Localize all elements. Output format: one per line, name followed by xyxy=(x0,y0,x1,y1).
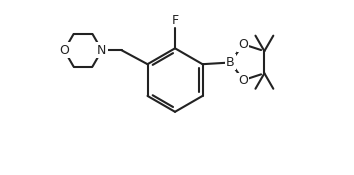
Text: B: B xyxy=(226,56,235,69)
Text: F: F xyxy=(171,15,178,27)
Text: O: O xyxy=(238,74,248,87)
Text: O: O xyxy=(238,38,248,51)
Text: O: O xyxy=(59,44,69,57)
Text: N: N xyxy=(97,44,107,57)
